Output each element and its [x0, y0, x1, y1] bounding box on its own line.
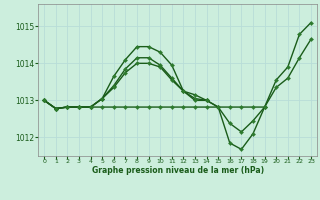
X-axis label: Graphe pression niveau de la mer (hPa): Graphe pression niveau de la mer (hPa)	[92, 166, 264, 175]
